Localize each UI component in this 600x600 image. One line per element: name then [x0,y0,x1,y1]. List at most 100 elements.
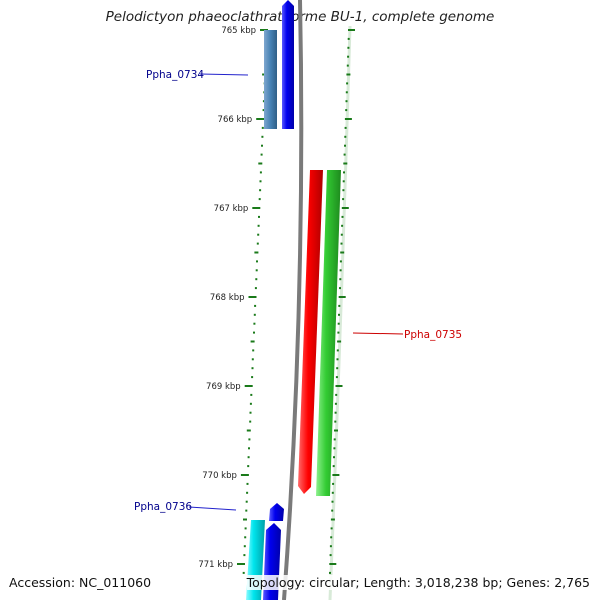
minor-tick-outer [336,367,339,370]
major-tick [244,385,253,387]
minor-tick [257,233,260,236]
gene-label-line-ppha-0734 [199,73,249,76]
minor-tick [256,242,259,245]
minor-tick [251,367,254,370]
minor-tick [252,349,255,352]
gene-arrow-ppha-0735[interactable] [298,170,323,494]
minor-tick-outer [332,465,335,468]
scale-label: 767 kbp [214,204,249,214]
minor-tick [249,411,252,414]
minor-tick [259,189,262,192]
minor-tick [254,287,257,290]
scale-labels: 765 kbp 766 kbp 767 kbp 768 kbp 769 kbp 770 k… [198,26,256,570]
minor-tick [250,393,253,396]
minor-tick-outer [336,349,339,352]
minor-tick-outer [347,55,350,58]
minor-tick-outer [337,322,340,325]
accession-text: Accession: NC_011060 [9,575,152,590]
minor-tick-outer [343,153,346,156]
gene-label-ppha-0734[interactable]: Ppha_0734 [146,69,204,81]
minor-tick [251,358,254,361]
major-tick-outer [341,207,349,209]
minor-tick-outer [334,411,337,414]
major-tick-outer [332,474,340,476]
minor-tick [247,465,250,468]
minor-tick-outer [347,37,350,40]
minor-tick-outer [334,429,338,432]
minor-tick [258,198,261,201]
gene-label-ppha-0735[interactable]: Ppha_0735 [404,329,462,341]
scale-label: 769 kbp [206,382,241,392]
major-tick [252,207,261,209]
minor-tick-outer [330,518,335,521]
minor-tick-outer [342,180,345,183]
minor-tick-outer [339,287,341,290]
minor-tick-outer [343,162,348,165]
minor-tick [245,500,248,503]
minor-tick-outer [340,251,345,254]
minor-tick [247,456,250,459]
minor-tick-outer [345,100,348,103]
minor-tick-outer [344,126,347,129]
minor-tick-outer [330,527,333,530]
minor-tick [243,518,247,521]
major-tick [240,474,249,476]
minor-tick [246,482,249,485]
gc-skew-bar-upper [264,30,277,129]
gene-label-line-ppha-0736 [188,506,237,511]
minor-tick [244,527,247,530]
minor-tick-outer [339,269,342,272]
minor-tick-outer [338,304,341,307]
minor-tick [249,420,252,423]
minor-tick [261,135,264,138]
minor-tick [257,224,260,227]
minor-tick-outer [345,91,348,94]
minor-tick-outer [341,215,344,218]
minor-tick-outer [343,171,345,174]
minor-tick-outer [337,340,342,343]
minor-tick [261,126,264,129]
scale-label: 768 kbp [210,293,245,303]
minor-tick [245,509,248,512]
scale-label: 765 kbp [221,26,256,36]
gc-content-bar-ppha-0735 [316,170,341,496]
minor-tick-outer [338,313,340,316]
minor-tick-outer [347,46,350,49]
minor-tick-outer [333,447,336,450]
minor-tick-outer [346,73,351,76]
major-tick-outer [329,563,337,565]
minor-tick [258,162,263,165]
gene-label-ppha-0736[interactable]: Ppha_0736 [134,501,192,513]
minor-tick-outer [329,554,332,557]
scale-ticks [237,29,355,574]
minor-tick [246,491,249,494]
scale-label: 766 kbp [218,115,253,125]
minor-tick [251,376,254,379]
minor-tick-outer [341,224,344,227]
minor-tick-outer [330,536,333,539]
minor-tick [250,340,255,343]
minor-tick-outer [334,420,337,423]
minor-tick-outer [329,571,331,574]
minor-tick [261,144,263,147]
minor-tick-outer [331,509,334,512]
genome-backbone [282,0,304,600]
minor-tick [249,402,252,405]
minor-tick-outer [339,260,342,263]
minor-tick-outer [331,500,334,503]
minor-tick [259,180,262,183]
minor-tick [255,269,258,272]
minor-tick-outer [340,242,343,245]
gene-arrow-ppha-0736-head[interactable] [269,503,284,521]
major-tick [248,296,257,298]
minor-tick-outer [346,82,349,85]
minor-tick [258,215,260,218]
minor-tick-outer [337,331,340,334]
major-tick [256,118,265,120]
minor-tick-outer [335,376,338,379]
minor-tick-outer [336,358,339,361]
minor-tick-outer [342,189,345,192]
gene-arrow-ppha-0734[interactable] [282,0,294,129]
minor-tick-outer [342,198,345,201]
